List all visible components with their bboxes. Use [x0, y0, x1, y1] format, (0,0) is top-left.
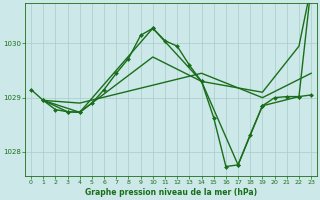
X-axis label: Graphe pression niveau de la mer (hPa): Graphe pression niveau de la mer (hPa)	[85, 188, 257, 197]
